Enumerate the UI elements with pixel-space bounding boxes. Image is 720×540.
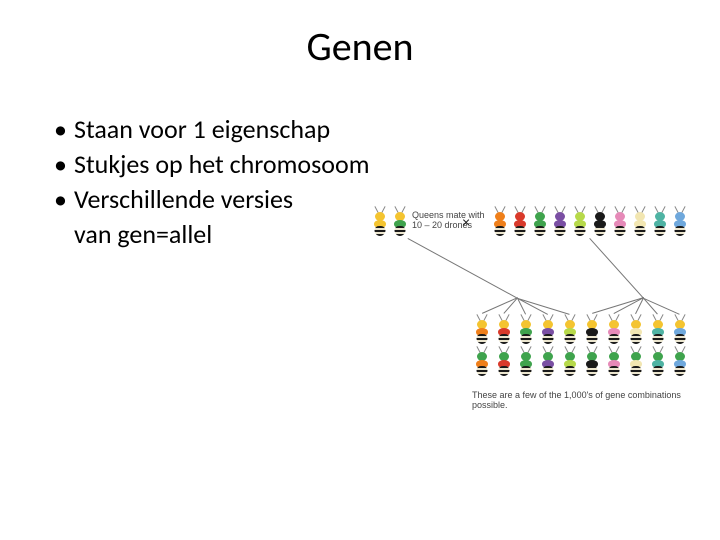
drone-bee-icon [632,208,648,234]
offspring-bee-icon [474,316,490,342]
drone-bee-icon [672,208,688,234]
connector-line [408,238,518,299]
slide-title: Genen [0,22,720,71]
queen-bee-icon [392,208,408,234]
offspring-bee-icon [650,348,666,374]
bullet-item: • Staan voor 1 eigenschap [54,112,369,147]
offspring-bee-icon [672,316,688,342]
offspring-bee-icon [518,316,534,342]
offspring-bee-icon [518,348,534,374]
bullet-dot-icon: • [54,182,74,217]
offspring-bee-icon [628,316,644,342]
offspring-bee-icon [562,316,578,342]
bullet-text: Verschillende versies [74,182,293,217]
bullet-list: • Staan voor 1 eigenschap • Stukjes op h… [54,112,369,252]
drone-bee-icon [512,208,528,234]
offspring-bee-icon [474,348,490,374]
offspring-bee-icon [584,316,600,342]
diagram-caption-bottom: These are a few of the 1,000's of gene c… [472,390,700,411]
offspring-bee-icon [540,316,556,342]
offspring-bee-icon [562,348,578,374]
bullet-trailing-text: van gen=allel [74,217,369,252]
offspring-bee-icon [606,316,622,342]
drone-bee-icon [492,208,508,234]
bullet-item: • Verschillende versies [54,182,369,217]
offspring-bee-icon [606,348,622,374]
bullet-text: Stukjes op het chromosoom [74,147,369,182]
drone-bee-icon [612,208,628,234]
offspring-bee-icon [496,316,512,342]
drone-bee-icon [592,208,608,234]
offspring-bee-icon [628,348,644,374]
slide: Genen • Staan voor 1 eigenschap • Stukje… [0,0,720,540]
bullet-text: Staan voor 1 eigenschap [74,112,330,147]
drone-bee-icon [532,208,548,234]
cross-symbol-icon: × [462,214,470,230]
offspring-bee-icon [496,348,512,374]
drone-bee-icon [572,208,588,234]
drone-bee-icon [552,208,568,234]
offspring-bee-icon [540,348,556,374]
offspring-bee-icon [650,316,666,342]
queen-bee-icon [372,208,388,234]
offspring-bee-icon [672,348,688,374]
connector-line [589,238,644,299]
bullet-dot-icon: • [54,147,74,182]
bee-diagram: Queens mate with 10 – 20 drones × These … [352,196,700,426]
diagram-caption-top: Queens mate with 10 – 20 drones [412,210,485,231]
offspring-bee-icon [584,348,600,374]
drone-bee-icon [652,208,668,234]
bullet-dot-icon: • [54,112,74,147]
bullet-item: • Stukjes op het chromosoom [54,147,369,182]
connector-line [644,298,680,315]
connector-line [482,297,518,314]
